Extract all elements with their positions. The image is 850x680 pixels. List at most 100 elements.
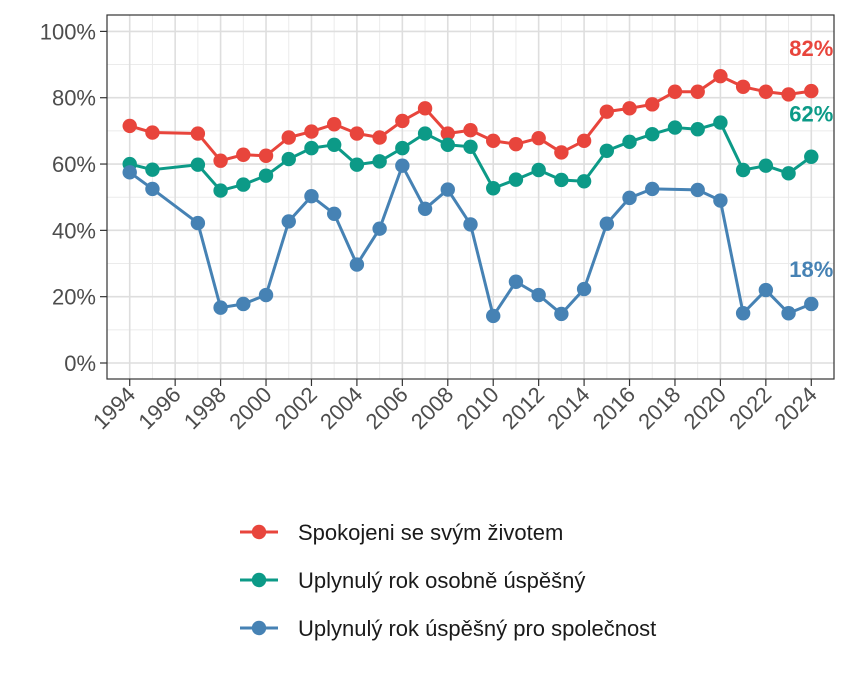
data-point <box>236 147 251 162</box>
end-value-label: 62% <box>789 102 833 127</box>
data-point <box>645 97 660 112</box>
y-tick-label: 20% <box>52 285 96 310</box>
data-point <box>463 123 478 138</box>
data-point <box>281 151 296 167</box>
data-point <box>145 162 160 177</box>
data-point <box>304 189 319 204</box>
data-point <box>690 84 705 99</box>
legend-item-2: Uplynulý rok osobně úspěšný <box>240 568 585 593</box>
legend-marker <box>251 572 267 588</box>
data-point <box>372 130 387 145</box>
data-point <box>554 172 569 188</box>
data-point <box>804 149 819 164</box>
data-point <box>576 174 592 189</box>
data-point <box>417 101 433 116</box>
data-point <box>372 221 387 236</box>
data-point <box>213 153 228 168</box>
data-point <box>122 165 137 180</box>
data-point <box>258 168 274 183</box>
data-point <box>758 84 774 99</box>
series: 82% 62% 18% <box>122 36 833 324</box>
data-point <box>690 122 705 137</box>
data-point <box>304 124 319 139</box>
data-point <box>599 104 615 119</box>
data-point <box>667 120 683 135</box>
end-value-label: 18% <box>789 257 833 282</box>
data-point <box>781 306 796 321</box>
data-point <box>372 154 387 169</box>
data-point <box>349 157 365 172</box>
data-point <box>713 115 728 130</box>
data-point <box>440 126 455 141</box>
y-tick-label: 80% <box>52 86 96 111</box>
data-point <box>486 133 501 149</box>
data-point <box>326 206 342 221</box>
data-point <box>554 145 569 160</box>
data-point <box>531 287 546 303</box>
y-tick-label: 0% <box>64 351 96 376</box>
data-point <box>258 148 274 163</box>
data-point <box>281 130 296 145</box>
data-point <box>417 201 433 217</box>
data-point <box>236 296 251 312</box>
y-tick-label: 40% <box>52 218 96 243</box>
data-point <box>440 137 455 153</box>
data-point <box>804 296 819 312</box>
legend-item-3: Uplynulý rok úspěšný pro společnost <box>240 616 656 641</box>
y-tick-label: 100% <box>40 19 96 44</box>
data-point <box>713 68 728 84</box>
data-point <box>622 134 637 150</box>
data-point <box>349 257 365 272</box>
data-point <box>417 126 433 141</box>
data-point <box>508 274 524 289</box>
data-point <box>531 162 546 178</box>
data-point <box>735 306 751 321</box>
data-point <box>781 87 796 102</box>
data-point <box>463 139 478 154</box>
data-point <box>145 125 160 140</box>
data-point <box>213 183 228 198</box>
legend-marker <box>251 524 267 540</box>
legend-label: Uplynulý rok úspěšný pro společnost <box>298 616 656 641</box>
data-point <box>304 140 319 156</box>
data-point <box>326 137 342 153</box>
data-point <box>190 126 206 141</box>
legend-label: Spokojeni se svým životem <box>298 520 563 545</box>
data-point <box>281 214 296 229</box>
data-point <box>122 118 137 134</box>
legend-item-1: Spokojeni se svým životem <box>240 520 563 545</box>
end-value-label: 82% <box>789 36 833 61</box>
legend-marker <box>251 620 267 636</box>
data-point <box>576 281 592 297</box>
data-point <box>508 172 524 187</box>
data-point <box>508 136 524 152</box>
data-point <box>395 113 410 129</box>
data-point <box>645 126 660 142</box>
data-point <box>735 162 751 178</box>
data-point <box>486 181 501 196</box>
series-1: 82% <box>122 36 833 168</box>
data-point <box>554 306 569 322</box>
data-point <box>781 166 796 181</box>
data-point <box>190 215 206 231</box>
data-point <box>645 181 660 197</box>
data-point <box>758 282 774 298</box>
data-point <box>395 140 410 156</box>
data-point <box>326 117 342 132</box>
data-point <box>463 217 478 232</box>
data-point <box>690 182 705 198</box>
data-point <box>576 133 592 149</box>
data-point <box>145 181 160 197</box>
data-point <box>395 158 410 173</box>
data-point <box>349 126 365 141</box>
data-point <box>213 300 228 315</box>
data-point <box>531 130 546 146</box>
data-point <box>599 143 615 158</box>
data-point <box>599 216 615 231</box>
data-point <box>622 101 637 116</box>
series-2: 62% <box>122 102 833 198</box>
y-tick-label: 60% <box>52 152 96 177</box>
legend-label: Uplynulý rok osobně úspěšný <box>298 568 585 593</box>
data-point <box>236 177 251 192</box>
